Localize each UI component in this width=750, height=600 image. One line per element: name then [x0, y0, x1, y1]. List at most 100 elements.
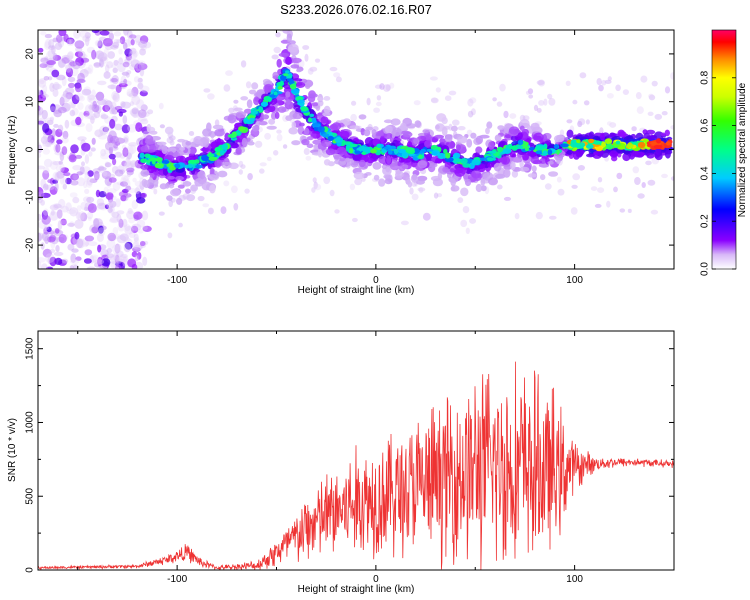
spectrogram-blob: [90, 254, 99, 259]
spectrogram-blob: [42, 208, 49, 216]
spectrogram-blob: [533, 104, 539, 111]
spectrogram-ridge-blob: [219, 150, 225, 156]
spectrogram-blob: [143, 41, 152, 49]
spectrogram-blob: [92, 259, 97, 264]
spectrogram-blob: [118, 255, 129, 263]
spectrogram-blob: [42, 170, 50, 180]
spectrogram-blob: [133, 244, 143, 251]
spectrogram-blob: [373, 174, 380, 181]
spectrogram-blob: [211, 141, 217, 150]
spectrogram-blob: [470, 108, 476, 116]
spectrogram-blob: [425, 134, 432, 141]
spectrogram-blob: [54, 151, 64, 156]
spectrogram-blob: [87, 170, 94, 177]
spectrogram-blob: [435, 124, 440, 130]
spectrogram-blob: [275, 32, 281, 38]
spectrogram-blob: [91, 255, 98, 263]
spectrogram-blob: [304, 83, 311, 89]
spectrogram-blob: [123, 30, 129, 36]
spectrogram-blob: [381, 164, 387, 170]
spectrogram-blob: [519, 160, 524, 168]
spectrogram-blob: [63, 33, 69, 43]
spectrogram-blob: [349, 183, 356, 191]
spectrogram-blob: [206, 174, 217, 179]
spectrogram-blob: [382, 84, 391, 92]
spectrogram-blob: [137, 78, 143, 87]
spectrogram-blob: [400, 157, 412, 163]
spectrogram-blob: [238, 169, 243, 175]
spectrogram-blob: [475, 183, 483, 193]
spectrogram-blob: [586, 153, 595, 158]
spectrogram-blob: [71, 107, 79, 116]
spectrogram-blob: [494, 134, 502, 142]
spectrogram-blob: [145, 149, 156, 153]
spectrogram-blob: [129, 145, 134, 156]
spectrogram-blob: [556, 159, 561, 165]
spectrogram-blob: [93, 111, 101, 119]
spectrogram-blob: [570, 207, 578, 215]
spectrogram-blob: [85, 36, 90, 47]
spectrogram-blob: [435, 157, 443, 164]
spectrogram-blob: [69, 192, 78, 198]
spectrogram-blob: [97, 227, 106, 237]
spectrogram-blob: [97, 166, 107, 171]
spectrogram-blob: [566, 150, 573, 156]
spectrogram-blob: [73, 264, 78, 269]
spectrogram-y-tick-label: 20: [25, 48, 36, 60]
spectrogram-blob: [400, 122, 407, 131]
spectrogram-blob: [136, 252, 142, 260]
spectrogram-blob: [50, 240, 56, 249]
spectrogram-blob: [54, 42, 63, 50]
spectrogram-blob: [133, 211, 143, 220]
spectrogram-blob: [166, 195, 173, 201]
spectrogram-blob: [399, 165, 406, 172]
spectrogram-blob: [49, 248, 56, 254]
spectrogram-blob: [97, 202, 107, 210]
spectrogram-ridge-blob: [269, 94, 276, 98]
spectrogram-blob: [565, 80, 571, 87]
spectrogram-blob: [49, 211, 59, 221]
spectrogram-blob: [533, 132, 544, 142]
spectrogram-blob: [100, 153, 110, 160]
spectrogram-ridge-blob: [595, 145, 603, 152]
spectrogram-blob: [531, 165, 537, 172]
spectrogram-blob: [38, 120, 45, 125]
spectrogram-blob: [52, 81, 60, 91]
spectrogram-blob: [664, 86, 671, 94]
spectrogram-blob: [110, 211, 116, 217]
spectrogram-blob: [253, 96, 260, 106]
spectrogram-blob: [116, 210, 125, 215]
spectrogram-blob: [559, 129, 565, 136]
spectrogram-ridge-blob: [174, 163, 181, 169]
spectrogram-x-axis-label: Height of straight line (km): [298, 285, 415, 296]
spectrogram-blob: [619, 208, 626, 213]
spectrogram-blob: [248, 89, 257, 95]
spectrogram-ridge-blob: [576, 139, 581, 144]
spectrogram-blob: [407, 181, 413, 188]
spectrogram-blob: [158, 211, 165, 216]
spectrogram-blob: [65, 64, 72, 73]
spectrogram-blob: [75, 256, 82, 262]
spectrogram-blob: [402, 131, 413, 138]
spectrogram-blob: [131, 225, 139, 234]
spectrogram-blob: [543, 98, 548, 106]
spectrogram-blob: [597, 187, 605, 194]
spectrogram-blob: [118, 111, 123, 117]
spectrogram-ridge-blob: [307, 117, 313, 123]
spectrogram-blob: [52, 83, 62, 90]
spectrogram-blob: [179, 155, 186, 164]
spectrogram-blob: [115, 198, 121, 208]
spectrogram-blob: [80, 201, 88, 211]
colorbar-tick-label: 0.0: [700, 262, 711, 276]
spectrogram-ridge-blob: [445, 152, 451, 159]
spectrogram-ridge-blob: [397, 148, 406, 154]
spectrogram-blob: [167, 147, 177, 154]
spectrogram-blob: [632, 166, 640, 174]
spectrogram-blob: [128, 50, 138, 60]
spectrogram-ridge-blob: [300, 106, 309, 112]
spectrogram-blob: [48, 45, 55, 50]
spectrogram-blob: [282, 144, 288, 149]
spectrogram-blob: [588, 131, 595, 139]
spectrogram-blob: [331, 122, 342, 131]
spectrogram-blob: [112, 244, 120, 254]
